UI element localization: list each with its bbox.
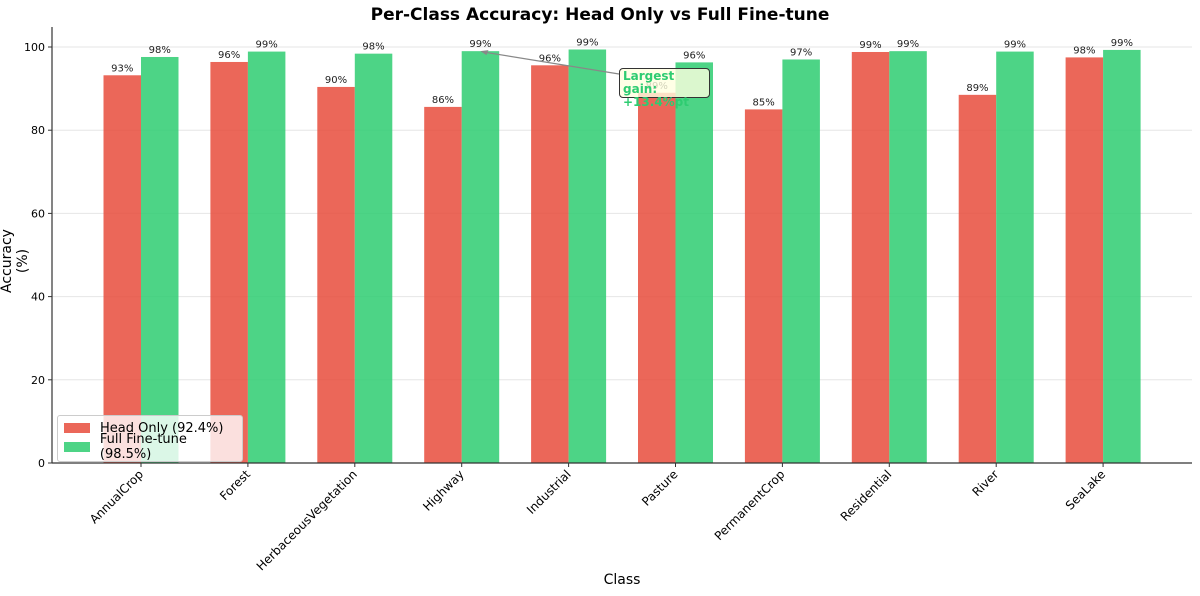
bar-value-label: 90% [325,75,347,86]
legend-item-head-only: Head Only (92.4%) [64,419,223,437]
bar-full-finetune [996,51,1034,464]
bar-value-label: 99% [256,40,278,51]
largest-gain-annotation: Largest gain: +13.4%pt [619,68,710,109]
bar-full-finetune [461,51,500,463]
bar-head-only [424,106,462,464]
bar-value-label: 98% [149,45,171,56]
legend-label: Full Fine-tune (98.5%) [99,432,187,462]
bar-full-finetune [889,51,927,463]
y-tick-label: 20 [31,374,45,387]
x-tick-label: PermanentCrop [712,467,788,543]
x-tick-label: SeaLake [1063,467,1108,512]
arrow-head-icon [480,50,489,56]
y-tick-label: 40 [31,291,45,304]
x-tick-label: Forest [217,467,253,503]
x-tick-label: River [969,467,1001,499]
bar-full-finetune [675,62,713,463]
bar-head-only [851,51,890,463]
bar-value-label: 99% [859,40,881,51]
bar-value-label: 86% [432,95,454,106]
bar-value-label: 93% [111,63,133,74]
bar-head-only [103,75,141,464]
y-tick-label: 100 [24,41,45,54]
legend-label: Head Only (92.4%) [100,420,224,436]
x-tick-label: HerbaceousVegetation [254,467,360,573]
bar-head-only [958,94,997,463]
legend-item-full-finetune: Full Fine-tune (98.5%) [64,432,242,462]
x-tick-label: AnnualCrop [87,467,146,526]
bar-head-only [744,109,783,464]
y-tick-label: 0 [38,457,45,470]
bar-head-only [531,65,569,463]
legend-swatch-red [64,423,90,433]
chart-title: Per-Class Accuracy: Head Only vs Full Fi… [370,5,830,25]
annotation-arrow [484,51,620,75]
bar-value-label: 97% [790,47,812,58]
bar-value-label: 98% [1073,45,1095,56]
y-tick-label: 60 [31,207,45,220]
bar-value-label: 89% [966,83,988,94]
bar-value-label: 99% [897,39,919,50]
bar-value-label: 96% [218,50,240,61]
x-tick-label: Highway [420,467,467,514]
bar-head-only [317,86,355,463]
bar-value-label: 96% [683,50,705,61]
legend-swatch-green [64,442,90,452]
annotation-line1: Largest gain: [623,69,675,96]
x-axis-label: Class [603,572,641,588]
x-tick-label: Residential [838,467,895,524]
bar-full-finetune [247,51,286,464]
bar-value-label: 99% [576,37,598,48]
bar-value-label: 98% [362,42,384,53]
annotation-line2: +13.4%pt [623,95,690,109]
bar-head-only [210,61,248,463]
bar-full-finetune [1103,49,1141,464]
bar-value-label: 85% [753,97,775,108]
x-tick-label: Industrial [524,467,574,517]
bar-full-finetune [782,59,820,463]
bar-full-finetune [354,53,393,463]
bar-full-finetune [141,56,179,463]
y-axis-label: Accuracy (%) [0,229,31,293]
bar-head-only [638,92,676,463]
bar-value-label: 99% [1111,38,1133,49]
x-tick-label: Pasture [639,467,680,508]
legend: Head Only (92.4%) Full Fine-tune (98.5%) [57,415,243,462]
bar-value-label: 99% [1004,40,1026,51]
bar-full-finetune [568,49,607,463]
bar-head-only [1065,57,1104,464]
bar-value-label: 96% [539,53,561,64]
bar-value-label: 99% [469,39,491,50]
y-tick-label: 80 [31,124,45,137]
